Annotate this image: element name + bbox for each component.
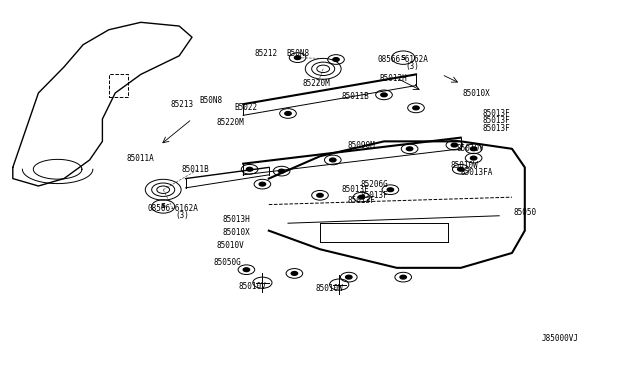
- Text: 85010W: 85010W: [316, 284, 344, 293]
- Text: 85010V: 85010V: [239, 282, 267, 291]
- Text: 85013F: 85013F: [482, 109, 510, 118]
- Text: 85220M: 85220M: [216, 118, 244, 127]
- Circle shape: [470, 156, 477, 160]
- Circle shape: [259, 182, 266, 186]
- Text: 85213: 85213: [171, 100, 194, 109]
- Text: 85220M: 85220M: [303, 79, 331, 88]
- Text: 85010W: 85010W: [450, 161, 478, 170]
- Text: 85050: 85050: [513, 208, 536, 217]
- Circle shape: [400, 275, 406, 279]
- Text: 85010X: 85010X: [463, 89, 491, 97]
- Circle shape: [381, 93, 387, 97]
- Text: 85013H: 85013H: [223, 215, 251, 224]
- Text: 85013F: 85013F: [348, 196, 376, 205]
- Circle shape: [451, 143, 458, 147]
- Circle shape: [387, 188, 394, 192]
- Text: J85000VJ: J85000VJ: [541, 334, 579, 343]
- Text: 85011A: 85011A: [127, 154, 155, 163]
- Text: 85090M: 85090M: [348, 141, 376, 150]
- Text: 85050G: 85050G: [213, 258, 241, 267]
- Circle shape: [291, 272, 298, 275]
- Text: 85013F: 85013F: [482, 124, 510, 133]
- Text: 85013F: 85013F: [360, 191, 388, 200]
- Text: 85011B: 85011B: [341, 92, 369, 101]
- Circle shape: [317, 193, 323, 197]
- Circle shape: [413, 106, 419, 110]
- Text: S: S: [401, 55, 406, 61]
- Text: 85013F: 85013F: [482, 116, 510, 125]
- Circle shape: [294, 56, 301, 60]
- Text: B50N8: B50N8: [200, 96, 223, 105]
- Text: 08566-6162A: 08566-6162A: [378, 55, 429, 64]
- Text: S: S: [161, 203, 166, 209]
- Text: 85010V: 85010V: [216, 241, 244, 250]
- Text: 85212: 85212: [254, 49, 277, 58]
- Text: 08566-6162A: 08566-6162A: [147, 204, 198, 213]
- Circle shape: [243, 268, 250, 272]
- Circle shape: [246, 167, 253, 171]
- Circle shape: [278, 169, 285, 173]
- Circle shape: [346, 275, 352, 279]
- Text: B50N8: B50N8: [286, 49, 309, 58]
- Text: (3): (3): [175, 211, 189, 220]
- Circle shape: [470, 147, 477, 151]
- Circle shape: [333, 58, 339, 61]
- Text: 85011B: 85011B: [181, 165, 209, 174]
- Text: 85013FA: 85013FA: [461, 169, 493, 177]
- Circle shape: [406, 147, 413, 151]
- Text: B5012H: B5012H: [380, 74, 408, 83]
- Text: (3): (3): [406, 62, 420, 71]
- Text: B5022: B5022: [235, 103, 258, 112]
- Text: 85206G: 85206G: [360, 180, 388, 189]
- Text: 85010V: 85010V: [456, 144, 484, 153]
- Circle shape: [285, 112, 291, 115]
- Text: 85010X: 85010X: [223, 228, 251, 237]
- Circle shape: [358, 195, 365, 199]
- Circle shape: [330, 158, 336, 162]
- Text: 85013F: 85013F: [341, 185, 369, 194]
- Circle shape: [458, 167, 464, 171]
